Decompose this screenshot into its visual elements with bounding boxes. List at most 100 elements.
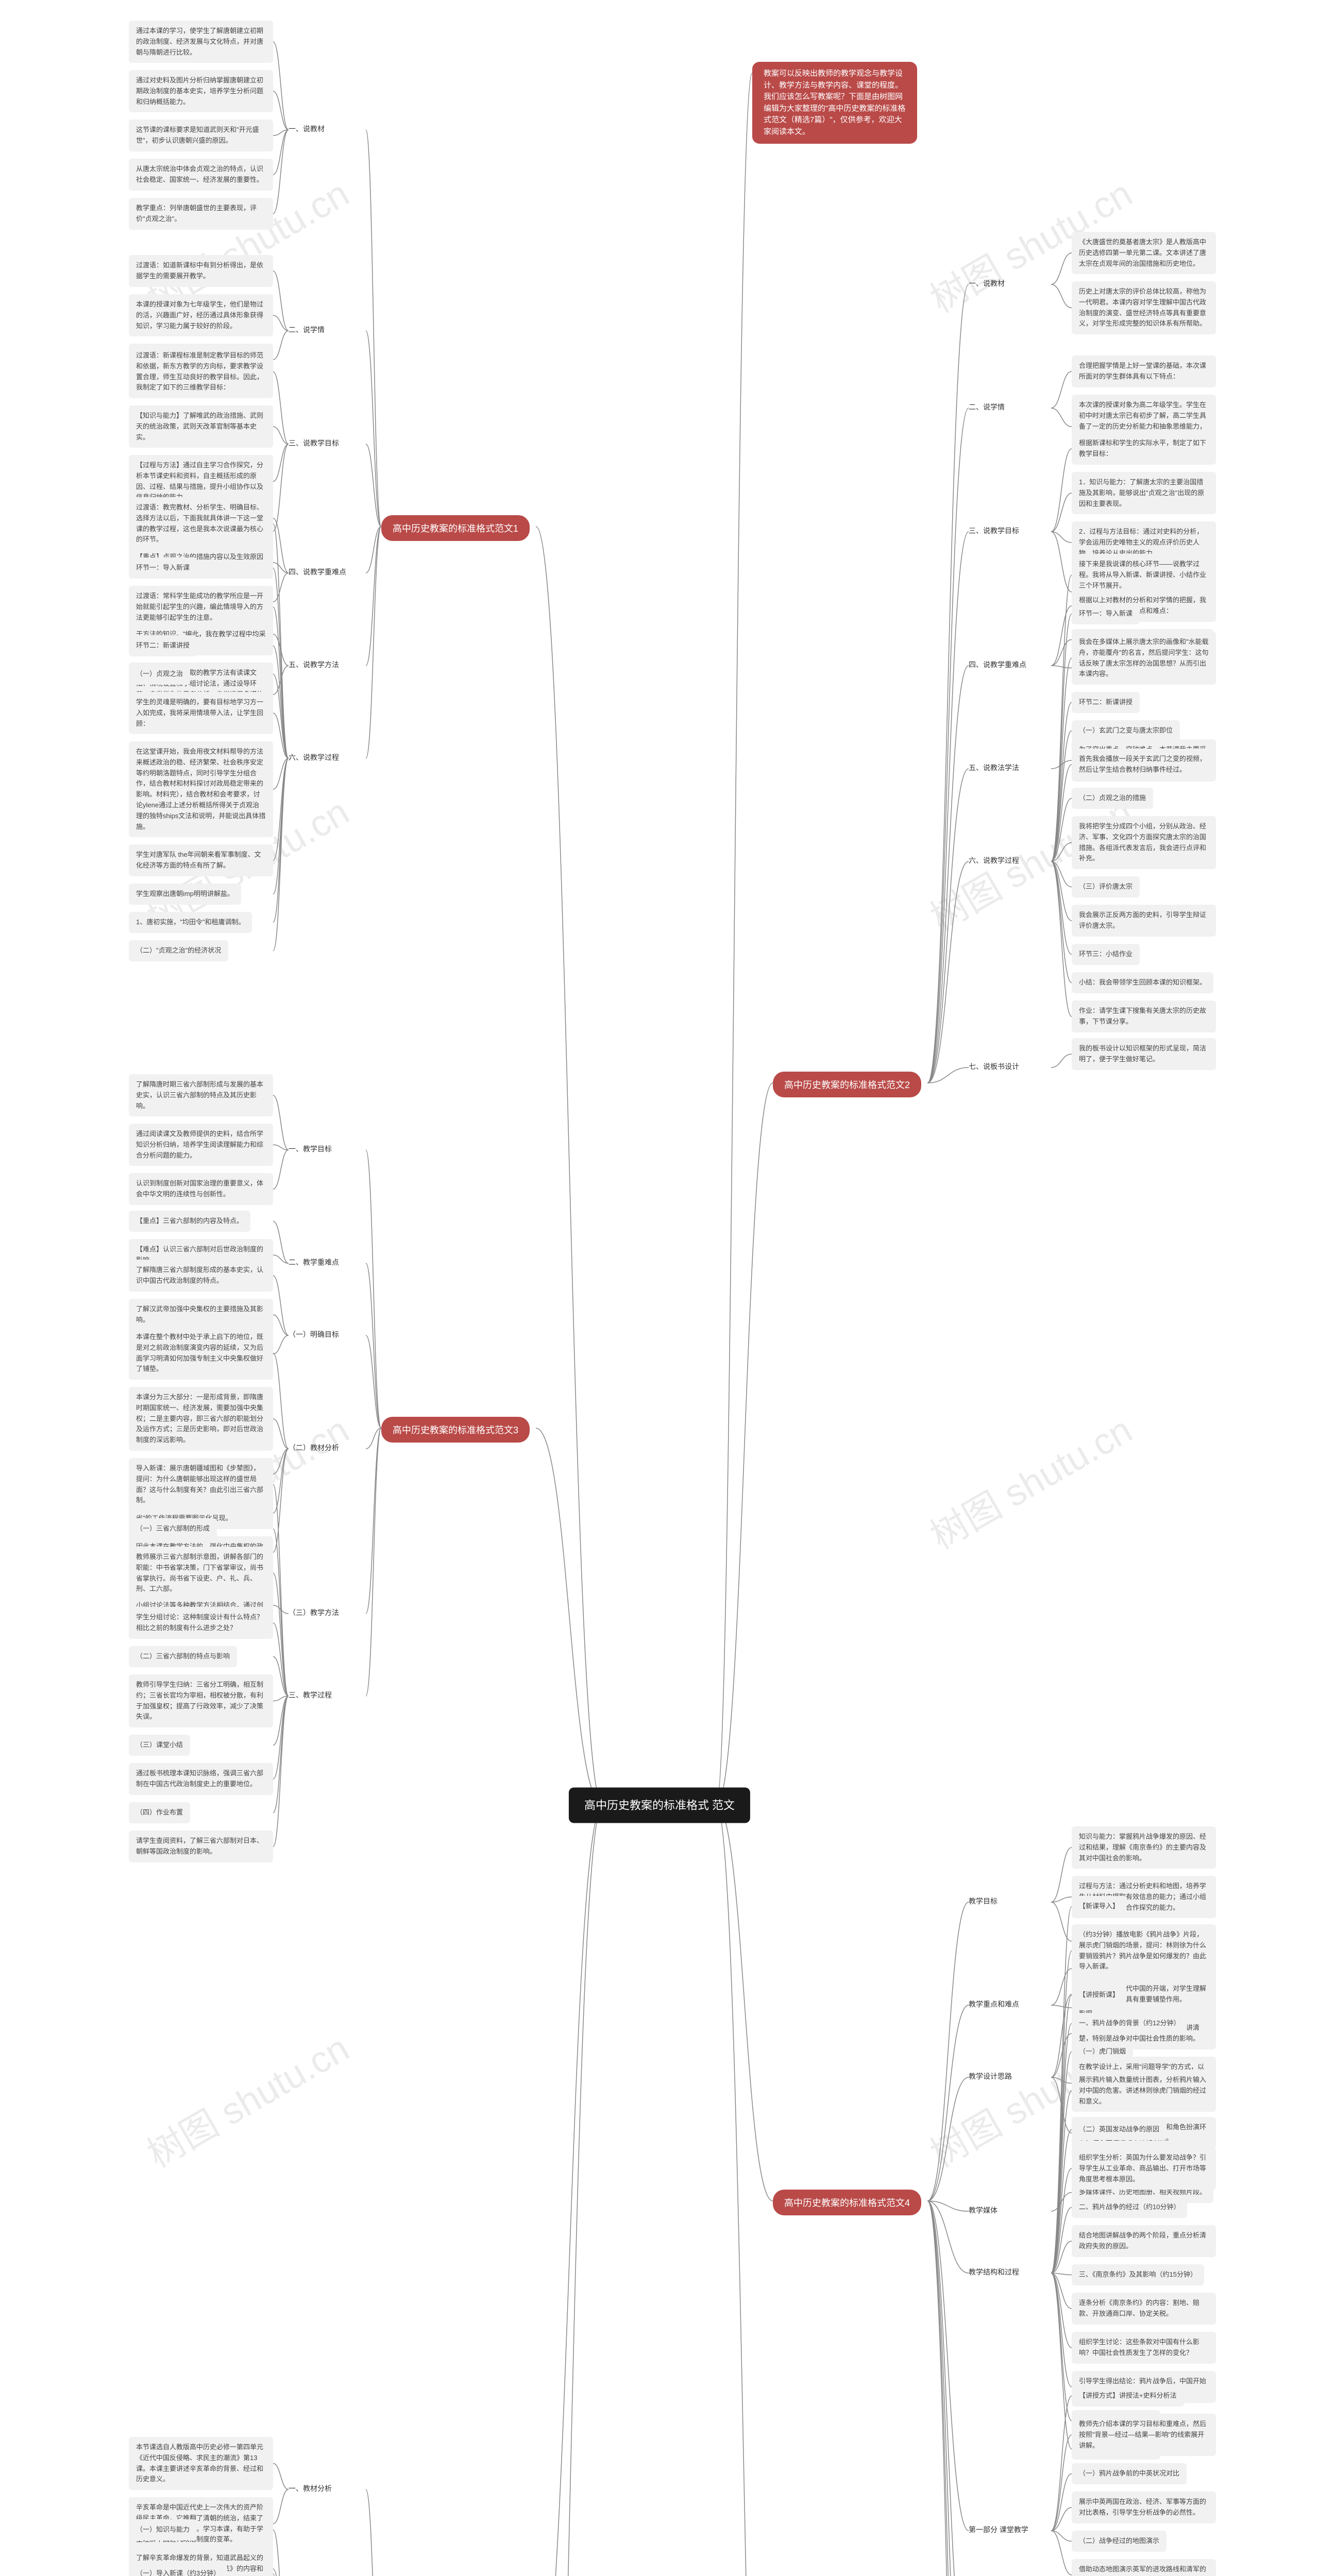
mid-node: （三）教学方法 — [289, 1607, 339, 1618]
leaf-node: 历史上对唐太宗的评价总体比较高，称他为一代明君。本课内容对学生理解中国古代政治制… — [1072, 281, 1216, 334]
leaf-node: 环节三：小结作业 — [1072, 944, 1140, 965]
leaf-node: 过渡语：常科学生能成功的教学所应是一开始就能引起学生的兴趣，编此情境导入的方法更… — [129, 586, 273, 628]
leaf-node: 环节一：导入新课 — [129, 557, 197, 579]
leaf-node: 了解隋唐三省六部制度形成的基本史实，认识中国古代政治制度的特点。 — [129, 1260, 273, 1292]
leaf-node: （一）贞观之治 — [129, 664, 190, 685]
leaf-node: 三、《南京条约》及其影响（约15分钟） — [1072, 2264, 1204, 2285]
leaf-node: 请学生查阅资料，了解三省六部制对日本、朝鲜等国政治制度的影响。 — [129, 1831, 273, 1862]
leaf-node: 我将把学生分成四个小组，分别从政治、经济、军事、文化四个方面探究唐太宗的治国措施… — [1072, 816, 1216, 869]
leaf-node: 【讲授新课】 — [1072, 1985, 1126, 2006]
leaf-node: 学生观察出唐朝imp明明讲解盐。 — [129, 884, 241, 905]
mid-node: （二）教材分析 — [289, 1443, 339, 1453]
leaf-node: 过渡语：新课程标准是制定教学目标的师范和依据，新东方教学的方向标，要求教学设置合… — [129, 345, 273, 398]
leaf-node: 教学重点：列举唐朝盛世的主要表现，评价"贞观之治"。 — [129, 198, 273, 230]
mid-node: 一、教材分析 — [289, 2483, 332, 2494]
leaf-node: 导入新课：展示唐朝疆域图和《步辇图》，提问：为什么唐朝能够出现这样的盛世局面？这… — [129, 1458, 273, 1511]
mid-node: 六、说教学过程 — [969, 855, 1019, 866]
leaf-node: （一）三省六部制的形成 — [129, 1518, 217, 1539]
mid-node: 四、说教学重难点 — [289, 567, 346, 578]
leaf-node: 根据新课标和学生的实际水平，制定了如下教学目标： — [1072, 433, 1216, 465]
leaf-node: （一）虎门销烟 — [1072, 2041, 1133, 2062]
mid-node: 五、说教法学法 — [969, 762, 1019, 773]
leaf-node: 【新课导入】 — [1072, 1896, 1126, 1917]
leaf-node: 教师引导学生归纳：三省分工明确，相互制约；三省长官均为宰相，相权被分散，有利于加… — [129, 1674, 273, 1727]
mid-node: 二、说学情 — [969, 402, 1005, 413]
mid-node: 教学媒体 — [969, 2205, 997, 2216]
mid-node: 一、说教材 — [969, 278, 1005, 289]
leaf-node: 环节二：新课讲授 — [129, 635, 197, 656]
leaf-node: 知识与能力：掌握鸦片战争爆发的原因、经过和结果，理解《南京条约》的主要内容及其对… — [1072, 1826, 1216, 1869]
leaf-node: （一）鸦片战争前的中英状况对比 — [1072, 2463, 1187, 2484]
leaf-node: 通过本课的学习，使学生了解唐朝建立初期的政治制度、经济发展与文化特点，并对唐朝与… — [129, 21, 273, 63]
leaf-node: （二）英国发动战争的原因 — [1072, 2119, 1166, 2140]
mid-node: 二、教学重难点 — [289, 1257, 339, 1268]
leaf-node: 了解汉武帝加强中央集权的主要措施及其影响。 — [129, 1299, 273, 1331]
leaf-node: 合理把握学情是上好一堂课的基础，本次课所面对的学生群体具有以下特点： — [1072, 355, 1216, 387]
leaf-node: 展示鸦片输入数量统计图表，分析鸦片输入对中国的危害。讲述林则徐虎门销烟的经过和意… — [1072, 2070, 1216, 2112]
leaf-node: 接下来是我说课的核心环节——说教学过程。我将从导入新课、新课讲授、小结作业三个环… — [1072, 554, 1216, 596]
leaf-node: 首先我会播放一段关于玄武门之变的视频，然后让学生结合教材归纳事件经过。 — [1072, 749, 1216, 781]
leaf-node: 通过阅读课文及教师提供的史料，结合所学知识分析归纳，培养学生阅读理解能力和综合分… — [129, 1124, 273, 1166]
hub-h0: 教案可以反映出教师的教学观念与教学设计、教学方法与教学内容、课堂的程度。我们应该… — [752, 62, 917, 144]
leaf-node: （约3分钟）播放电影《鸦片战争》片段，展示虎门销烟的场景，提问：林则徐为什么要销… — [1072, 1924, 1216, 1977]
leaf-node: （三）课堂小结 — [129, 1735, 190, 1756]
mid-node: 教学目标 — [969, 1896, 997, 1907]
leaf-node: 教师展示三省六部制示意图，讲解各部门的职能：中书省掌决策，门下省掌审议，尚书省掌… — [129, 1547, 273, 1600]
leaf-node: 从唐太宗统治中体会贞观之治的特点，认识社会稳定、国家统一、经济发展的重要性。 — [129, 159, 273, 191]
watermark: 树图 shutu.cn — [136, 2019, 357, 2178]
hub-h4: 高中历史教案的标准格式范文4 — [773, 2190, 921, 2215]
leaf-node: 本课在整个教材中处于承上启下的地位，既是对之前政治制度演变内容的延续，又为后面学… — [129, 1327, 273, 1380]
leaf-node: 教师先介绍本课的学习目标和重难点，然后按照"背景—经过—结果—影响"的线索展开讲… — [1072, 2414, 1216, 2456]
mid-node: 教学结构和过程 — [969, 2267, 1019, 2278]
leaf-node: 这节课的课标要求是知道武则天和"开元盛世"，初步认识唐朝兴盛的原因。 — [129, 120, 273, 151]
mid-node: 教学设计思路 — [969, 2071, 1012, 2082]
hub-h3: 高中历史教案的标准格式范文3 — [381, 1417, 530, 1443]
leaf-node: 本课的授课对象为七年级学生，他们是物过的活，兴趣面广好，经历通过具体形象获得知识… — [129, 294, 273, 336]
leaf-node: （一）知识与能力 — [129, 2519, 197, 2540]
leaf-node: 本节课选自人教版高中历史必修一第四单元《近代中国反侵略、求民主的潮流》第13课。… — [129, 2437, 273, 2490]
leaf-node: 认识到制度创新对国家治理的重要意义，体会中华文明的连续性与创新性。 — [129, 1173, 273, 1205]
leaf-node: 结合地图讲解战争的两个阶段，重点分析清政府失败的原因。 — [1072, 2225, 1216, 2257]
leaf-node: 通过板书梳理本课知识脉络，强调三省六部制在中国古代政治制度史上的重要地位。 — [129, 1763, 273, 1795]
leaf-node: 过渡语：如道新课标中有到分析得出，是依据学生的需要展开教学。 — [129, 255, 273, 287]
mid-node: 四、说教学重难点 — [969, 659, 1026, 670]
leaf-node: 学生分组讨论：这种制度设计有什么特点？相比之前的制度有什么进步之处？ — [129, 1607, 273, 1639]
leaf-node: （一）导入新课（约3分钟） — [129, 2563, 227, 2576]
leaf-node: 【重点】三省六部制的内容及特点。 — [129, 1211, 250, 1232]
mid-node: 第一部分 课堂教学 — [969, 2524, 1028, 2535]
leaf-node: 《大唐盛世的奠基者唐太宗》是人教版高中历史选修四第一单元第二课。文本讲述了唐太宗… — [1072, 232, 1216, 274]
leaf-node: 我的板书设计以知识框架的形式呈现，简洁明了，便于学生做好笔记。 — [1072, 1038, 1216, 1070]
leaf-node: 通过对史料及图片分析归纳掌握唐朝建立初期政治制度的基本史实，培养学生分析问题和归… — [129, 70, 273, 112]
leaf-node: 本课分为三大部分：一是形成背景，即隋唐时期国家统一、经济发展，需要加强中央集权；… — [129, 1387, 273, 1451]
leaf-node: （二）贞观之治的措施 — [1072, 788, 1153, 809]
leaf-node: 环节二：新课讲授 — [1072, 692, 1140, 713]
hub-h2: 高中历史教案的标准格式范文2 — [773, 1072, 921, 1097]
leaf-node: 环节一：导入新课 — [1072, 603, 1140, 624]
leaf-node: 借助动态地图演示英军的进攻路线和清军的防御部署，让学生直观感受战争态势。 — [1072, 2559, 1216, 2576]
mid-node: 一、说教材 — [289, 124, 325, 134]
leaf-node: 组织学生分析：英国为什么要发动战争？引导学生从工业革命、商品输出、打开市场等角度… — [1072, 2147, 1216, 2190]
mid-node: 三、说教学目标 — [969, 526, 1019, 536]
leaf-node: 作业：请学生课下搜集有关唐太宗的历史故事，下节课分享。 — [1072, 1001, 1216, 1032]
leaf-node: 我会在多媒体上展示唐太宗的画像和"水能载舟，亦能覆舟"的名言，然后提问学生：这句… — [1072, 632, 1216, 685]
mid-node: 六、说教学过程 — [289, 752, 339, 763]
leaf-node: 一、鸦片战争的背景（约12分钟） — [1072, 2013, 1187, 2034]
mid-node: 五、说教学方法 — [289, 659, 339, 670]
leaf-node: 1．知识与能力：了解唐太宗的主要治国措施及其影响，能够说出"贞观之治"出现的原因… — [1072, 472, 1216, 514]
leaf-node: （二）战争经过的地图演示 — [1072, 2531, 1166, 2552]
leaf-node: （四）作业布置 — [129, 1802, 190, 1823]
mid-node: 教学重点和难点 — [969, 1999, 1019, 2010]
mid-node: 二、说学情 — [289, 325, 325, 335]
mid-node: 三、教学过程 — [289, 1690, 332, 1701]
leaf-node: 我会展示正反两方面的史料，引导学生辩证评价唐太宗。 — [1072, 905, 1216, 937]
leaf-node: 在这堂课开始，我会用夜文材料帮导的方法来概述政治的稳、经济繁荣、社会秩序安定等约… — [129, 741, 273, 837]
leaf-node: 学生的灵魂是明确的，要有目标地学习方一入如完成，我将采用情境带入法，让学生回顾： — [129, 692, 273, 734]
leaf-node: 逐条分析《南京条约》的内容：割地、赔款、开放通商口岸、协定关税。 — [1072, 2293, 1216, 2325]
leaf-node: 过渡语：教完教材、分析学生、明确目标、选择方法以后，下面我就具体讲一下这一堂课的… — [129, 497, 273, 550]
leaf-node: （二）三省六部制的特点与影响 — [129, 1646, 237, 1667]
leaf-node: 二、鸦片战争的经过（约10分钟） — [1072, 2197, 1187, 2218]
leaf-node: （二）"贞观之治"的经济状况 — [129, 940, 228, 961]
leaf-node: 【讲授方式】讲授法+史料分析法 — [1072, 2385, 1184, 2406]
central-node: 高中历史教案的标准格式 范文 — [569, 1788, 750, 1823]
mid-node: 七、说板书设计 — [969, 1061, 1019, 1072]
